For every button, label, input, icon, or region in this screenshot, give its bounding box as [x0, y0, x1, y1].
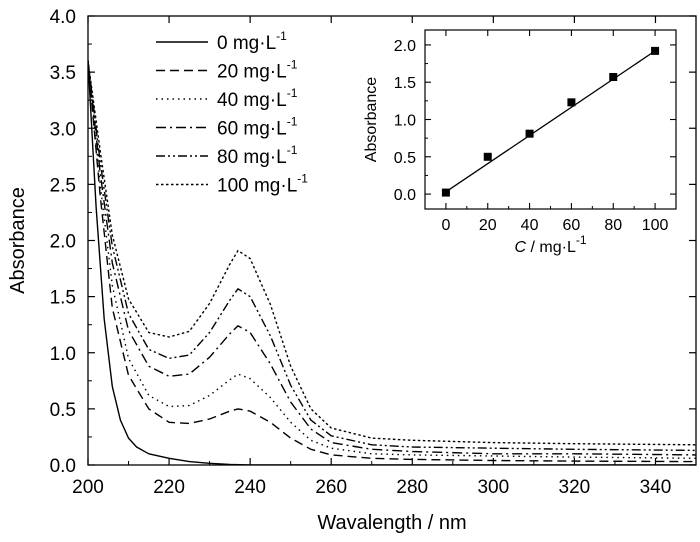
legend-label-sup: -1	[287, 115, 298, 129]
inset-x-tick-label: 20	[479, 217, 497, 234]
inset-data-point	[651, 46, 660, 55]
inset-y-tick-label: 0.5	[394, 150, 416, 167]
series-line-0	[88, 60, 696, 465]
legend-label-sup: -1	[297, 172, 308, 186]
inset-x-title-rest: / mg·L	[526, 239, 576, 256]
x-tick-label: 220	[153, 477, 185, 498]
legend-label-5: 100 mg·L-1	[217, 172, 308, 197]
x-tick-label: 320	[559, 477, 591, 498]
legend-label-text: 100 mg·L	[217, 176, 297, 197]
inset-x-axis-title: C / mg·L-1	[514, 233, 586, 256]
inset-data-point	[609, 72, 618, 81]
y-tick-label: 0.5	[50, 400, 76, 421]
legend-label-2: 40 mg·L-1	[217, 86, 298, 111]
x-axis-title: Wavalength / nm	[317, 512, 466, 534]
legend-label-text: 0 mg·L	[217, 33, 276, 54]
legend-label-text: 60 mg·L	[217, 119, 287, 140]
legend-label-sup: -1	[287, 143, 298, 157]
inset-plot-frame	[424, 29, 677, 210]
x-tick-label: 200	[72, 477, 104, 498]
y-tick-label: 4.0	[50, 7, 76, 28]
inset-y-tick-label: 1.0	[394, 113, 416, 130]
x-tick-label: 340	[640, 477, 672, 498]
inset-x-title-sup: -1	[576, 233, 587, 247]
inset-data-point	[525, 129, 534, 138]
legend-label-text: 80 mg·L	[217, 147, 287, 168]
y-tick-label: 1.5	[50, 288, 76, 309]
x-tick-label: 280	[396, 477, 428, 498]
y-tick-label: 2.5	[50, 175, 76, 196]
series-line-1	[88, 60, 696, 463]
legend-label-0: 0 mg·L-1	[217, 29, 287, 54]
y-tick-label: 1.0	[50, 344, 76, 365]
legend-label-1: 20 mg·L-1	[217, 58, 298, 83]
inset-data-point	[567, 98, 576, 107]
legend-label-sup: -1	[287, 86, 298, 100]
legend-label-text: 40 mg·L	[217, 90, 287, 111]
inset-x-tick-label: 100	[642, 217, 669, 234]
inset-x-tick-label: 0	[441, 217, 450, 234]
inset-data-point	[441, 188, 450, 197]
y-tick-label: 2.0	[50, 232, 76, 253]
x-tick-label: 240	[234, 477, 266, 498]
legend-label-sup: -1	[276, 29, 287, 43]
inset-y-tick-label: 1.5	[394, 75, 416, 92]
inset-fit-line	[445, 50, 656, 193]
inset-x-title-italic: C	[514, 239, 526, 256]
inset-x-tick-label: 80	[604, 217, 622, 234]
inset-x-tick-label: 60	[563, 217, 581, 234]
x-tick-label: 260	[315, 477, 347, 498]
y-tick-label: 3.5	[50, 63, 76, 84]
legend-label-4: 80 mg·L-1	[217, 143, 298, 168]
inset-x-tick-label: 40	[521, 217, 539, 234]
inset-y-axis-title: Absorbance	[363, 77, 380, 162]
legend-label-sup: -1	[287, 58, 298, 72]
y-axis-title: Absorbance	[7, 187, 29, 294]
x-tick-label: 300	[477, 477, 509, 498]
legend-label-text: 20 mg·L	[217, 62, 287, 83]
y-tick-label: 0.0	[50, 456, 76, 477]
inset-data-point	[483, 152, 492, 161]
y-tick-label: 3.0	[50, 119, 76, 140]
series-group	[88, 60, 696, 465]
legend-label-3: 60 mg·L-1	[217, 115, 298, 140]
inset-y-tick-label: 0.0	[394, 187, 416, 204]
inset-y-tick-label: 2.0	[394, 38, 416, 55]
